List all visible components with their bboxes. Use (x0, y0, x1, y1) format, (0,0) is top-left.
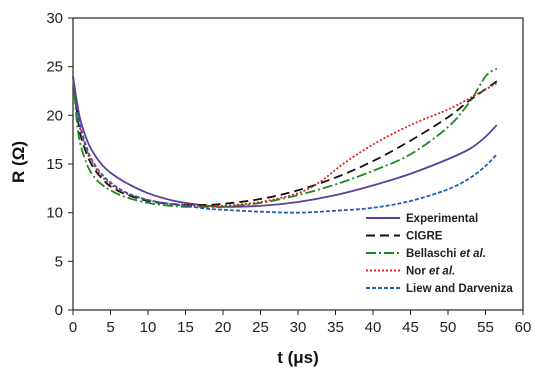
y-tick-label: 15 (46, 156, 63, 173)
x-tick-label: 30 (290, 319, 307, 336)
series-line-cigre (72, 76, 498, 206)
tick-labels: 0 5 10 15 20 25 30 35 40 45 50 55 60 0 5 10 15 20 25 30 (46, 10, 531, 336)
y-tick-label: 0 (55, 302, 63, 319)
series-lines (72, 67, 498, 214)
x-tick-label: 35 (327, 319, 344, 336)
x-tick-label: 25 (252, 319, 269, 336)
y-axis-title: R (Ω) (9, 141, 28, 183)
legend-label-nor-et-al: Nor et al. (406, 266, 455, 278)
legend: Experimental CIGRE Bellaschi et al. Nor et … (366, 213, 513, 295)
x-tick-label: 40 (365, 319, 382, 336)
legend-label-cigre: CIGRE (406, 231, 443, 243)
series-line-experimental (72, 76, 498, 208)
series-line-liew-and-darveniza (72, 76, 498, 214)
series-line-bellaschi-et-al (72, 67, 498, 209)
legend-label-bellaschi-et-al: Bellaschi et al. (406, 248, 486, 260)
series-line-nor-et-al (72, 76, 498, 208)
x-tick-label: 45 (402, 319, 419, 336)
y-tick-label: 5 (55, 253, 63, 270)
x-tick-label: 0 (69, 319, 77, 336)
x-tick-label: 5 (106, 319, 114, 336)
plot-frame (72, 17, 524, 311)
axes (68, 17, 524, 315)
x-tick-label: 55 (477, 319, 494, 336)
legend-label-experimental: Experimental (406, 213, 478, 225)
x-tick-label: 10 (140, 319, 157, 336)
x-tick-label: 20 (215, 319, 232, 336)
y-tick-label: 30 (46, 10, 63, 27)
x-axis-title: t (μs) (277, 348, 319, 367)
y-tick-label: 20 (46, 107, 63, 124)
legend-label-liew-and-darveniza: Liew and Darveniza (406, 283, 513, 295)
y-tick-label: 10 (46, 205, 63, 222)
y-tick-label: 25 (46, 59, 63, 76)
x-tick-label: 50 (440, 319, 457, 336)
x-tick-label: 15 (177, 319, 194, 336)
x-tick-label: 60 (515, 319, 532, 336)
